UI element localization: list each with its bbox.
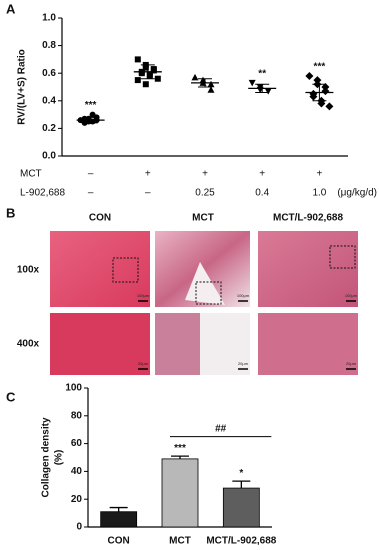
image-mct-l-400x	[258, 313, 358, 375]
error-bar	[198, 78, 212, 88]
data-point	[207, 80, 215, 88]
significance-label: ***	[85, 100, 97, 111]
data-point	[207, 86, 215, 93]
y-axis-label: Collagen density	[41, 417, 52, 497]
data-point	[138, 70, 145, 77]
scale-label: 20μm	[346, 361, 357, 366]
bar	[100, 511, 138, 528]
histology-images: 100μm 100μm 100μm 20μm 20μm 20μm	[50, 231, 358, 375]
y-tick-label: 80	[71, 410, 83, 421]
y-tick-label: 20	[71, 494, 83, 505]
data-point	[81, 115, 88, 122]
scale-label: 20μm	[138, 361, 149, 366]
error-bar	[83, 116, 98, 124]
y-tick-label: 0.6	[42, 68, 56, 79]
y-tick-label: 0	[76, 522, 82, 533]
significance-label: ***	[314, 62, 326, 73]
significance-label: **	[258, 69, 266, 80]
data-point	[321, 83, 330, 91]
data-point	[321, 87, 330, 96]
error-bar	[232, 480, 251, 489]
scale-label: 100μm	[137, 293, 150, 298]
y-axis-label: (%)	[54, 450, 65, 466]
treatment-value: +	[259, 169, 265, 180]
y-tick-label: 0.0	[42, 151, 56, 162]
error-bar	[255, 83, 270, 94]
y-axis-label: RV/(LV+S) Ratio	[17, 49, 28, 124]
data-point	[325, 102, 334, 111]
column-header: CON	[89, 213, 111, 224]
data-point	[134, 77, 141, 84]
image-con-100x	[50, 231, 150, 307]
data-point	[89, 111, 96, 118]
panel-label: B	[6, 205, 15, 220]
treatment-value: +	[202, 169, 208, 180]
image-detail	[185, 262, 225, 305]
y-tick-label: 0.8	[42, 40, 56, 51]
significance-label: *	[239, 468, 243, 479]
data-point	[309, 92, 318, 101]
row-label: 400x	[17, 339, 40, 350]
y-tick-label: 1.0	[42, 13, 56, 24]
y-tick-label: 0.4	[42, 95, 56, 106]
treatment-value: 1.0	[312, 188, 326, 199]
data-point	[142, 81, 149, 88]
unit-label: (μg/kg/d)	[337, 188, 377, 199]
treatment-value: +	[145, 169, 151, 180]
data-point	[146, 72, 153, 79]
x-tick-label: MCT/L-902,688	[206, 536, 276, 547]
treatment-value: +	[316, 169, 322, 180]
zoom-box	[195, 281, 222, 305]
scale-label: 20μm	[238, 361, 249, 366]
data-point	[142, 64, 149, 71]
treatment-label: MCT	[20, 169, 42, 180]
data-point	[150, 67, 157, 74]
treatment-value: –	[88, 188, 94, 199]
x-tick-label: CON	[108, 536, 130, 547]
image-mct-l-100x	[258, 231, 358, 307]
y-tick-label: 100	[65, 383, 82, 394]
scale-label: 100μm	[237, 293, 250, 298]
data-point	[313, 76, 322, 85]
data-point	[191, 73, 199, 81]
scale-label: 100μm	[345, 293, 358, 298]
comparison-label: ##	[215, 423, 227, 434]
data-point	[134, 56, 141, 63]
column-header: MCT/L-902,688	[273, 213, 343, 224]
image-con-400x	[50, 313, 150, 375]
y-tick-label: 0.2	[42, 123, 56, 134]
y-tick-label: 60	[71, 438, 83, 449]
bar	[161, 458, 199, 528]
error-bar	[140, 64, 155, 80]
panel-label: A	[6, 1, 16, 16]
treatment-value: 0.25	[195, 188, 215, 199]
column-header: MCT	[192, 213, 214, 224]
treatment-label: L-902,688	[20, 188, 65, 199]
error-bar	[109, 506, 128, 512]
row-label: 100x	[17, 265, 40, 276]
data-point	[264, 88, 272, 95]
x-tick-label: MCT	[169, 536, 191, 547]
data-point	[154, 75, 161, 82]
zoom-box	[329, 245, 356, 269]
data-point	[305, 71, 314, 80]
data-point	[248, 79, 256, 87]
zoom-box	[112, 257, 139, 283]
image-detail	[200, 313, 250, 375]
treatment-value: 0.4	[255, 188, 269, 199]
treatment-value: –	[145, 188, 151, 199]
error-bar	[171, 455, 189, 459]
treatment-value: –	[88, 169, 94, 180]
y-tick-label: 40	[71, 466, 83, 477]
error-bar	[312, 83, 327, 102]
significance-label: ***	[174, 443, 186, 454]
data-point	[317, 99, 326, 108]
panel-label: C	[6, 389, 16, 404]
bar	[222, 487, 260, 528]
